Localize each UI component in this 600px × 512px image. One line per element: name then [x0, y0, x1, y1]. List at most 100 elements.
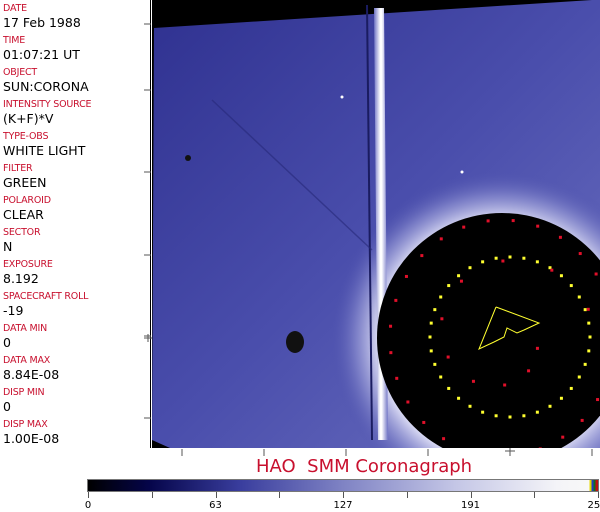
marker	[548, 266, 552, 270]
marker	[508, 415, 512, 419]
marker	[558, 235, 562, 239]
marker	[447, 284, 451, 288]
marker	[468, 404, 472, 408]
field-label: SPACECRAFT ROLL	[3, 291, 89, 302]
field-value: 17 Feb 1988	[3, 15, 81, 30]
marker	[527, 369, 531, 373]
field-label: SECTOR	[3, 227, 41, 238]
colorbar-tick-label: 255	[587, 500, 600, 511]
marker	[569, 284, 573, 288]
coronagraph-image	[152, 0, 600, 448]
colorbar-tick-label: 191	[460, 500, 481, 511]
field-label: DISP MAX	[3, 419, 48, 430]
marker	[433, 308, 437, 312]
field-value: GREEN	[3, 175, 47, 190]
marker	[569, 386, 573, 390]
field-label: TIME	[3, 35, 26, 46]
marker	[486, 219, 490, 223]
marker	[559, 396, 563, 400]
marker	[440, 317, 444, 321]
image-axes	[144, 23, 593, 456]
marker	[511, 219, 515, 223]
marker	[494, 414, 498, 418]
marker	[583, 362, 587, 366]
marker	[587, 321, 591, 325]
colorbar-tick	[151, 492, 153, 498]
marker	[457, 396, 461, 400]
marker	[508, 255, 512, 259]
marker	[459, 279, 463, 283]
marker	[429, 349, 433, 353]
marker	[420, 254, 424, 258]
marker	[457, 274, 461, 278]
marker	[578, 252, 582, 256]
marker	[561, 435, 565, 439]
marker	[481, 260, 485, 264]
marker	[439, 237, 443, 241]
marker	[446, 355, 450, 359]
marker	[538, 447, 542, 448]
marker	[406, 400, 410, 404]
marker	[559, 274, 563, 278]
marker	[577, 375, 581, 379]
marker	[577, 295, 581, 299]
field-value: 1.00E-08	[3, 431, 60, 446]
field-value: 01:07:21 UT	[3, 47, 80, 62]
field-value: 0	[3, 399, 11, 414]
field-label: INTENSITY SOURCE	[3, 99, 92, 110]
marker	[389, 351, 393, 355]
marker	[535, 410, 539, 414]
marker	[522, 414, 526, 418]
marker	[501, 259, 505, 263]
marker	[586, 307, 590, 311]
marker	[481, 410, 485, 414]
dark-spot	[286, 331, 304, 353]
markers	[389, 219, 600, 448]
marker	[522, 256, 526, 260]
region-polygon	[478, 306, 541, 350]
field-value: 8.192	[3, 271, 39, 286]
marker	[447, 386, 451, 390]
field-value: SUN:CORONA	[3, 79, 89, 94]
marker	[471, 379, 475, 383]
marker	[535, 346, 539, 350]
marker	[587, 349, 591, 353]
marker	[580, 418, 584, 422]
marker	[536, 224, 540, 228]
colorbar-tick-label: 127	[333, 500, 353, 511]
colorbar-tick	[215, 492, 217, 498]
colorbar-tick	[534, 492, 536, 498]
marker	[462, 225, 466, 229]
marker	[439, 295, 443, 299]
colorbar-tick-label: 63	[209, 500, 222, 511]
marker	[389, 324, 393, 328]
marker	[494, 256, 498, 260]
field-value: -19	[3, 303, 24, 318]
marker	[503, 383, 507, 387]
marker	[583, 308, 587, 312]
marker	[404, 274, 408, 278]
marker	[442, 437, 446, 441]
colorbar-tick	[88, 492, 89, 498]
marker	[596, 398, 600, 402]
marker	[548, 404, 552, 408]
field-label: DATE	[3, 3, 27, 14]
plot-title: HAO SMM Coronagraph	[256, 456, 473, 477]
marker	[422, 420, 426, 424]
field-value: WHITE LIGHT	[3, 143, 86, 158]
marker	[468, 266, 472, 270]
colorbar-tick	[470, 492, 472, 498]
marker	[429, 321, 433, 325]
field-value: (K+F)*V	[3, 111, 54, 126]
colorbar-tick-label: 0	[84, 500, 92, 511]
marker	[594, 272, 598, 276]
marker	[428, 335, 432, 339]
marker	[395, 376, 399, 380]
header-info-panel: DATE 17 Feb 1988 TIME 01:07:21 UT OBJECT SUN:…	[0, 0, 151, 448]
marker	[439, 375, 443, 379]
field-label: DISP MIN	[3, 387, 45, 398]
field-label: OBJECT	[3, 67, 38, 78]
field-label: POLAROID	[3, 195, 51, 206]
field-label: FILTER	[3, 163, 33, 174]
colorbar-tick	[343, 492, 344, 498]
